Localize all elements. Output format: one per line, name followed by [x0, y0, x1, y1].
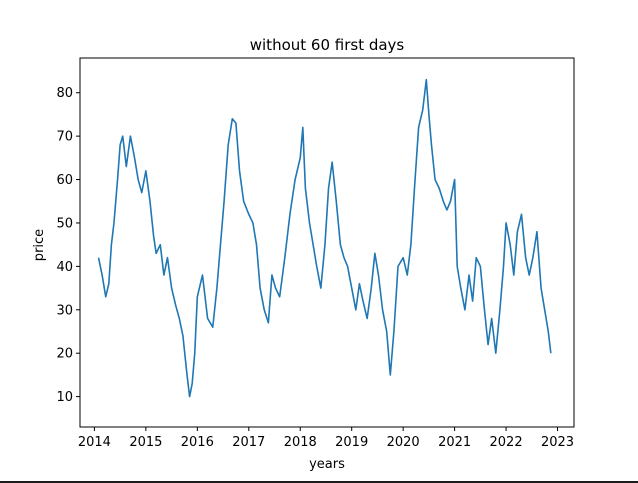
x-tick-label: 2022 [490, 435, 523, 450]
y-tick-label: 60 [56, 173, 73, 188]
y-tick-label: 80 [56, 86, 73, 101]
x-tick-label: 2020 [387, 435, 420, 450]
x-axis-title: years [309, 457, 345, 472]
y-tick-label: 10 [56, 390, 73, 405]
x-tick-label: 2023 [541, 435, 574, 450]
y-tick-label: 30 [56, 303, 73, 318]
x-tick-label: 2021 [438, 435, 471, 450]
y-tick-label: 70 [56, 130, 73, 145]
y-tick-label: 40 [56, 260, 73, 275]
x-tick-label: 2015 [129, 435, 162, 450]
y-axis-title: price [32, 229, 47, 261]
x-tick-label: 2016 [181, 435, 214, 450]
y-tick-label: 20 [56, 347, 73, 362]
x-axis: 2014 2015 2016 2017 2018 2019 2020 2021 2022 2023 [78, 427, 574, 450]
x-tick-label: 2017 [232, 435, 265, 450]
price-series-line [97, 78, 552, 398]
y-axis: 10 20 30 40 50 60 70 80 [56, 86, 80, 405]
chart-title: without 60 first days [250, 36, 405, 54]
bottom-border [0, 481, 638, 483]
y-tick-label: 50 [56, 216, 73, 231]
x-tick-label: 2019 [335, 435, 368, 450]
x-tick-label: 2014 [78, 435, 111, 450]
plot-area [79, 57, 575, 428]
x-tick-label: 2018 [284, 435, 317, 450]
